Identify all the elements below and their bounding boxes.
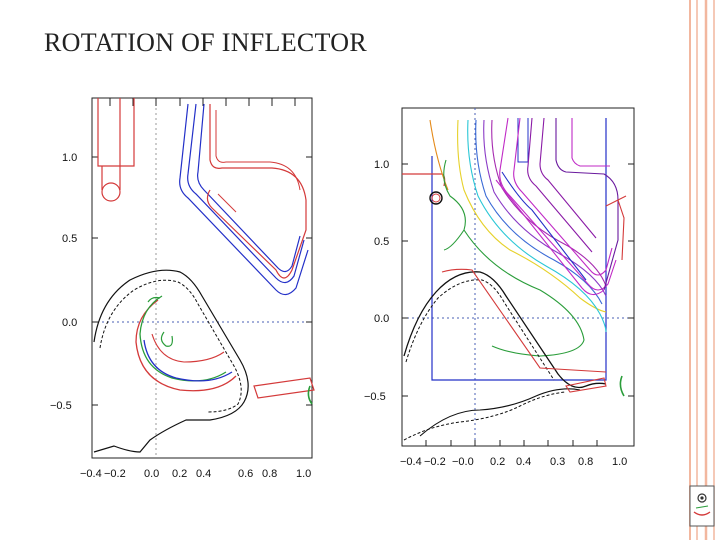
left-plot: 1.0 0.5 0.0 −0.5 −0.4 −0.2 0.0 0.2 0.4 0… bbox=[50, 97, 315, 480]
right-x-tick: −0.2 bbox=[424, 456, 446, 468]
contour-orange bbox=[429, 119, 449, 191]
left-x-tick: −0.4 bbox=[80, 468, 102, 480]
right-black-electrode bbox=[403, 271, 607, 389]
right-red-electrode bbox=[402, 173, 446, 187]
contour-cyan bbox=[467, 119, 607, 333]
left-x-tick: 0.4 bbox=[196, 468, 211, 480]
left-x-tick: 1.0 bbox=[296, 468, 311, 480]
right-x-tick: 0.8 bbox=[578, 456, 593, 468]
left-x-tick: 0.2 bbox=[172, 468, 187, 480]
face-logo-icon bbox=[689, 485, 715, 527]
right-x-tick: −0.4 bbox=[400, 456, 422, 468]
left-spiral-blue bbox=[143, 339, 233, 382]
left-x-tick: −0.2 bbox=[104, 468, 126, 480]
slide-title: ROTATION OF INFLECTOR bbox=[44, 28, 367, 57]
contour-green bbox=[443, 159, 585, 357]
right-plot: 1.0 0.5 0.0 −0.5 −0.4 −0.2 −0.0 0.2 0.4 … bbox=[364, 107, 635, 468]
right-x-tick: 1.0 bbox=[612, 456, 627, 468]
left-y-tick: −0.5 bbox=[50, 400, 72, 412]
left-x-tick: 0.8 bbox=[262, 468, 277, 480]
right-y-tick: 0.0 bbox=[374, 313, 389, 325]
left-x-tick: 0.6 bbox=[238, 468, 253, 480]
left-spiral-red bbox=[135, 299, 237, 392]
right-y-tick: −0.5 bbox=[364, 391, 386, 403]
left-y-tick: 0.0 bbox=[62, 317, 77, 329]
left-black-electrode bbox=[93, 269, 249, 453]
right-plot-frame bbox=[401, 107, 635, 447]
right-y-tick: 0.5 bbox=[374, 236, 389, 248]
left-y-tick: 1.0 bbox=[62, 152, 77, 164]
right-x-tick: 0.3 bbox=[550, 456, 565, 468]
left-y-tick: 0.5 bbox=[62, 233, 77, 245]
right-magenta-electrode bbox=[499, 117, 617, 291]
contour-yellow bbox=[457, 119, 607, 313]
left-blue-electrode bbox=[179, 103, 309, 296]
right-x-tick: 0.2 bbox=[490, 456, 505, 468]
right-y-tick: 1.0 bbox=[374, 159, 389, 171]
left-plot-frame bbox=[91, 97, 313, 459]
left-red-deflector bbox=[253, 377, 315, 399]
right-red-deflector bbox=[441, 268, 607, 373]
left-red-outline bbox=[206, 104, 307, 279]
left-x-tick: 0.0 bbox=[144, 468, 159, 480]
left-red-electrode bbox=[97, 98, 135, 167]
right-x-tick: −0.0 bbox=[452, 456, 474, 468]
right-x-tick: 0.4 bbox=[516, 456, 531, 468]
left-spiral-green bbox=[139, 295, 227, 382]
right-blue-box bbox=[431, 118, 607, 381]
